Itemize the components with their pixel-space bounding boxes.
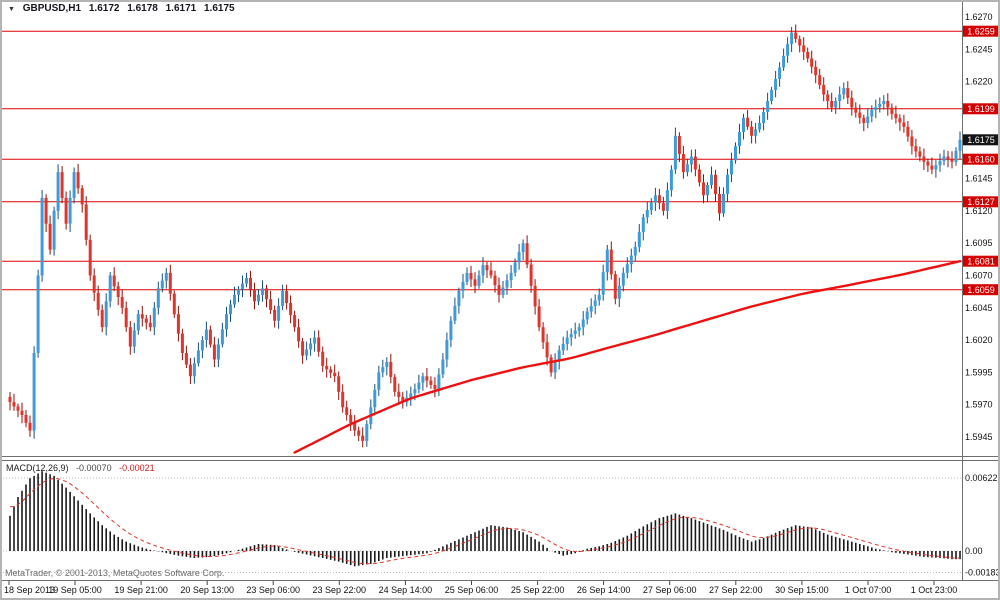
quote-close: 1.6175 [203,3,235,14]
quote-open: 1.6172 [88,3,120,14]
current-price-badge: 1.6175 [963,134,999,146]
panel-separators[interactable] [0,0,1000,581]
macd-axis-label: -0.00183 [965,568,1000,578]
macd-signal-value: -0.00021 [119,463,155,473]
svg-text:1.6127: 1.6127 [967,197,995,207]
price-axis-label: 1.6045 [965,303,993,313]
time-axis-label: 20 Sep 13:00 [180,585,234,595]
svg-text:1.6199: 1.6199 [967,104,995,114]
time-axis-label: 24 Sep 14:00 [379,585,433,595]
time-axis-label: 27 Sep 06:00 [643,585,697,595]
price-level-badge: 1.6199 [963,103,999,115]
time-axis-label: 19 Sep 21:00 [114,585,168,595]
time-axis-label: 26 Sep 14:00 [577,585,631,595]
support-resistance-lines [0,30,962,291]
time-axis-label: 1 Oct 23:00 [911,585,958,595]
svg-text:1.6059: 1.6059 [967,285,995,295]
price-level-badge: 1.6127 [963,196,999,208]
time-axis-label: 23 Sep 06:00 [246,585,300,595]
time-axis-label: 23 Sep 22:00 [313,585,367,595]
macd-indicator-label: MACD(12,26,9) -0.00070 -0.00021 [6,463,155,473]
macd-axis-label: 0.00 [965,546,983,556]
price-axis-label: 1.6270 [965,12,993,22]
price-axis-label: 1.6145 [965,174,993,184]
time-axis-label: 30 Sep 15:00 [775,585,829,595]
price-axis-label: 1.6220 [965,77,993,87]
moving-average-line [293,260,962,454]
time-axis-label: 18 Sep 2013 [4,585,55,595]
price-axis-label: 1.5970 [965,400,993,410]
macd-axis-label: 0.00622 [965,473,998,483]
price-axis-label: 1.6020 [965,335,993,345]
svg-text:1.6175: 1.6175 [967,135,995,145]
price-axis-label: 1.5995 [965,367,993,377]
price-axis-label: 1.6245 [965,44,993,54]
symbol-timeframe-label: GBPUSD,H1 [22,3,82,14]
time-axis-label: 27 Sep 22:00 [709,585,763,595]
price-axis-label: 1.6070 [965,271,993,281]
quote-low: 1.6171 [165,3,197,14]
macd-name-label: MACD(12,26,9) [6,463,69,473]
svg-text:1.6081: 1.6081 [967,256,995,266]
price-axis-label: 1.6120 [965,206,993,216]
price-axis[interactable]: 1.6270 1.6245 1.6220 1.6145 1.6120 1.6095 1.60… [963,12,1000,578]
price-level-badge: 1.6160 [963,153,999,165]
svg-text:1.6160: 1.6160 [967,154,995,164]
price-level-badge: 1.6059 [963,284,999,296]
quote-high: 1.6178 [127,3,158,14]
time-axis-label: 25 Sep 06:00 [445,585,499,595]
macd-panel [0,471,962,573]
svg-text:1.6259: 1.6259 [967,26,995,36]
price-axis-label: 1.6095 [965,238,993,248]
copyright-label: MetaTrader, © 2001-2013, MetaQuotes Soft… [5,568,225,578]
time-axis-label: 19 Sep 05:00 [48,585,102,595]
candlestick-series [8,24,962,448]
price-level-badge: 1.6081 [963,255,999,267]
symbol-quote: ▼ GBPUSD,H1 1.6172 1.6178 1.6171 1.6175 [8,3,240,14]
price-level-badge: 1.6259 [963,25,999,37]
time-axis-label: 1 Oct 07:00 [845,585,892,595]
time-axis-label: 25 Sep 22:00 [511,585,565,595]
one-click-trading-arrow-icon[interactable]: ▼ [8,6,15,13]
macd-signal-line [10,477,961,565]
macd-main-value: -0.00070 [76,463,112,473]
price-axis-label: 1.5945 [965,432,993,442]
